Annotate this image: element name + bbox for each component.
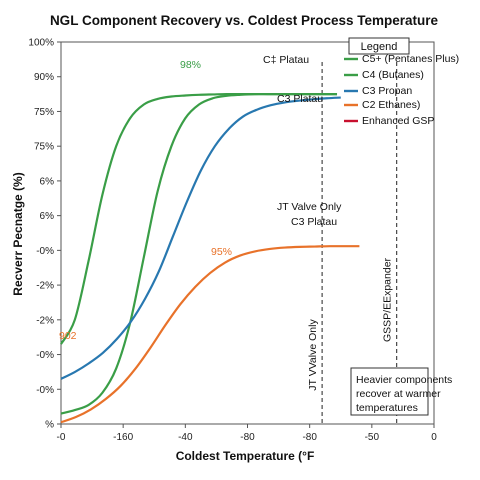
x-axis-label: Coldest Temperature (°F xyxy=(176,449,315,463)
y-tick-label: -0% xyxy=(36,350,54,361)
y-tick-label: -2% xyxy=(36,315,54,326)
note-line-1: Heavier components xyxy=(356,374,452,386)
series-line-3 xyxy=(60,96,341,380)
y-ticks: 100% 90% 75% 75% 6% 6% -0% -2% -2% -0% -0%% xyxy=(28,38,61,431)
y-tick-label: -0% xyxy=(36,246,54,257)
legend-entry: C4 (Butanes) xyxy=(362,69,424,81)
x-tick-label: -160 xyxy=(113,432,133,443)
jt-valve-only-label: JT Valve Only xyxy=(277,201,342,213)
series-line-4 xyxy=(60,245,360,424)
legend: C5+ (Pentanes Plus) C4 (Butanes) C3 Propan… xyxy=(344,53,459,127)
y-tick-label: 100% xyxy=(28,38,54,49)
legend-title-box xyxy=(348,37,410,55)
c2-plateau-label: C3 Platau xyxy=(291,216,337,228)
legend-entry: C2 Ethanes) xyxy=(362,99,420,111)
note-line-3: temperatures xyxy=(356,402,418,414)
y-tick-label: 75% xyxy=(34,142,54,153)
note-line-2: recover at warmer xyxy=(356,388,441,400)
x-tick-label: -80 xyxy=(302,432,317,443)
legend-entry: Enhanced GSP xyxy=(362,115,434,127)
y-tick-label: 6% xyxy=(40,211,55,222)
y-tick-label: 6% xyxy=(40,176,55,187)
y-tick-label: -2% xyxy=(36,281,54,292)
legend-entry: C3 Propan xyxy=(362,85,412,97)
plot-frame xyxy=(60,41,435,425)
c4-plateau-label: C‡ Platau xyxy=(263,54,309,66)
y-tick-label: 90% xyxy=(34,72,54,83)
x-tick-label: -80 xyxy=(240,432,255,443)
y-tick-label: -0% xyxy=(36,385,54,396)
series-line-2 xyxy=(60,92,338,415)
x-tick-label: -40 xyxy=(178,432,193,443)
chart-title: NGL Component Recovery vs. Coldest Proce… xyxy=(50,13,439,28)
label-95: 95% xyxy=(211,246,232,258)
vertical-lines: JT VValve Only GSSP/EExpander xyxy=(307,62,398,424)
x-tick-label: -0 xyxy=(57,432,66,443)
y-axis-label: Recverr Pecnatge (%) xyxy=(11,172,25,295)
note-box xyxy=(350,367,429,416)
x-tick-label: 0 xyxy=(431,432,437,443)
legend-entry: C5+ (Pentanes Plus) xyxy=(362,53,459,65)
legend-title: Legend xyxy=(361,41,398,53)
label-902: 902 xyxy=(59,330,77,342)
vline-label-1: JT VValve Only xyxy=(307,319,319,391)
c3-plateau-label: C3 Platau xyxy=(277,93,323,105)
x-tick-label: -50 xyxy=(365,432,380,443)
x-ticks: -0 -160 -40 -80 -80 -50 0 xyxy=(57,424,437,443)
y-tick-label: % xyxy=(45,420,54,431)
vline-label-2: GSSP/EExpander xyxy=(382,257,394,342)
series-lines xyxy=(60,92,360,424)
y-tick-label: 75% xyxy=(34,107,54,118)
label-98: 98% xyxy=(180,59,201,71)
